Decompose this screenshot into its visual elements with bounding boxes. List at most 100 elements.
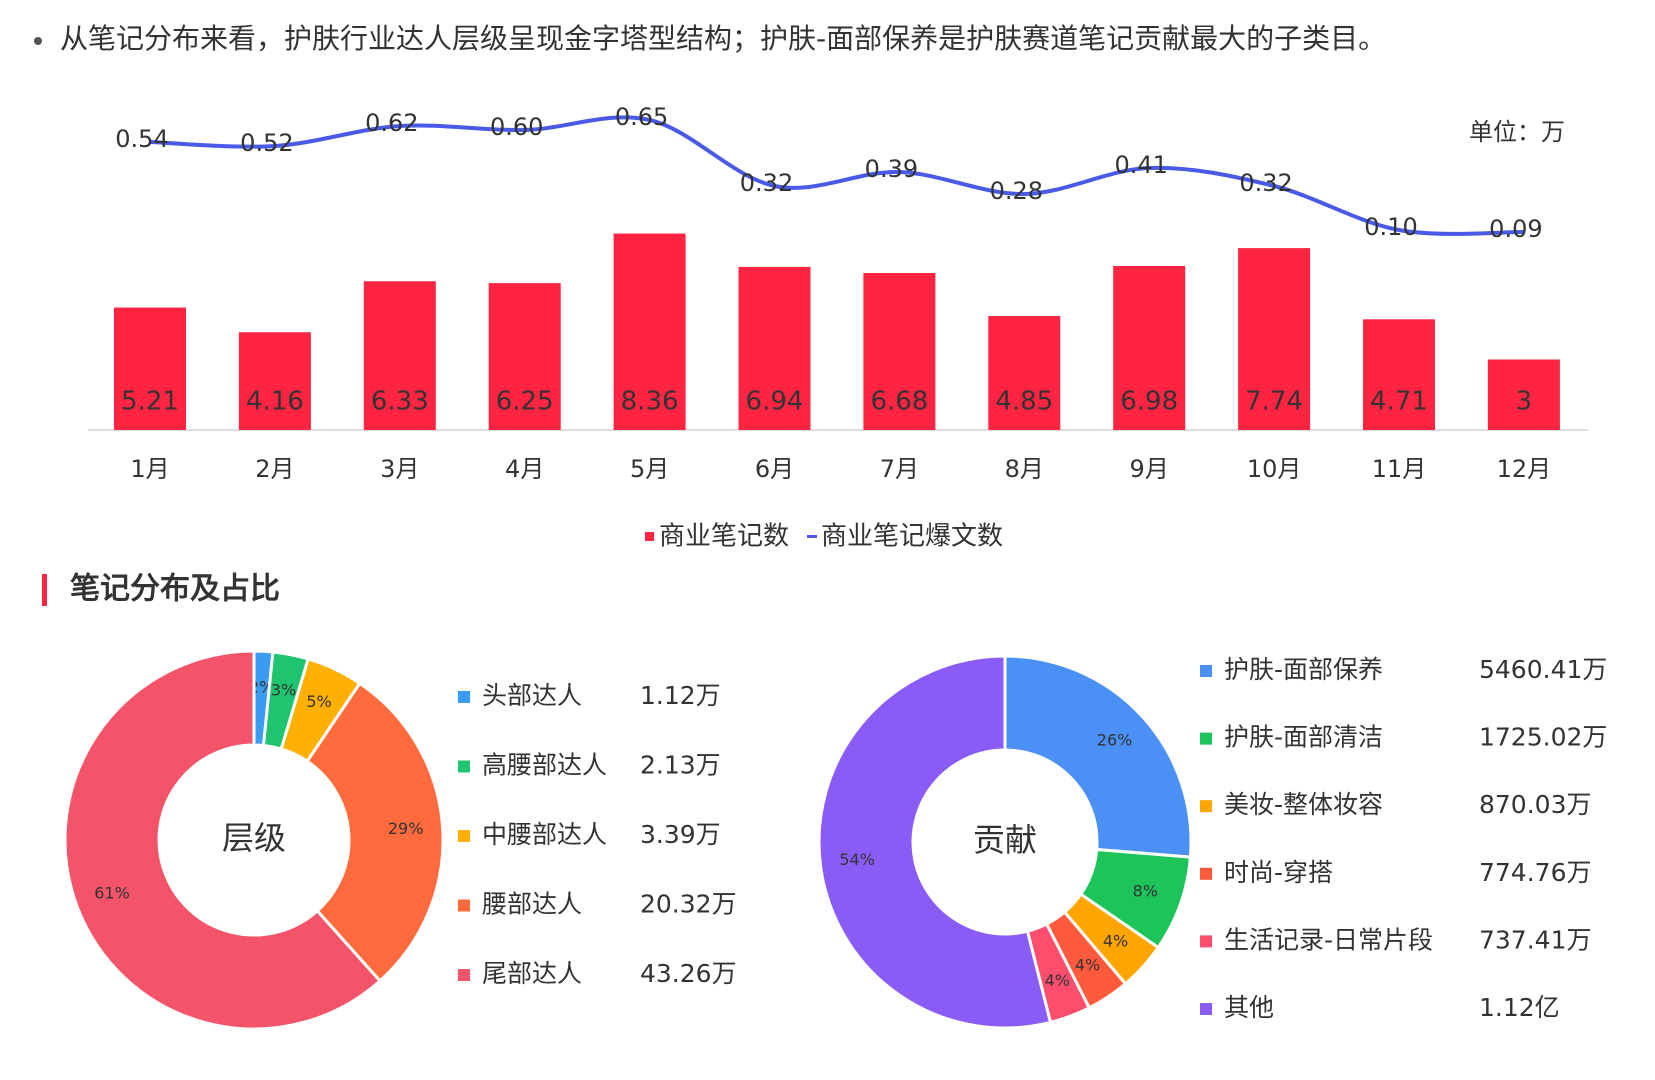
legend-swatch [458,969,470,981]
bar [1487,359,1560,430]
legend-value: 3.39万 [640,820,721,849]
donut-center-label: 层级 [222,819,286,857]
slice-percent-label: 61% [94,884,130,903]
line-value-label: 0.62 [365,109,418,137]
slice-percent-label: 5% [306,692,331,711]
legend-label: 高腰部达人 [482,751,607,780]
bar [114,307,186,430]
bar-value-label: 4.85 [995,387,1053,417]
x-tick-label: 12月 [1497,455,1552,483]
section-bar [42,574,47,606]
slice-percent-label: 3% [271,680,296,699]
legend-label: 商业笔记爆文数 [821,522,1003,552]
bullet-dot [34,37,42,45]
slice-percent-label: 54% [839,850,875,869]
line [149,115,1524,236]
slice-percent-label: 4% [1075,956,1100,975]
bar-value-label: 8.36 [621,387,679,417]
legend-swatch [1200,732,1212,745]
legend-swatch [458,691,470,703]
line-value-label: 0.09 [1489,215,1542,243]
bar-value-label: 6.98 [1120,387,1178,417]
bar [488,283,561,430]
slice-percent-label: 29% [388,819,424,838]
legend-value: 1.12万 [640,681,721,710]
legend-label: 商业笔记数 [659,522,789,552]
bar-value-label: 3 [1516,387,1533,417]
slice-percent-label: 26% [1097,731,1133,750]
bar-value-label: 6.94 [746,387,804,417]
bar-value-label: 6.33 [371,387,429,417]
legend-value: 737.41万 [1479,925,1591,954]
line-value-label: 0.32 [1239,169,1292,197]
legend-swatch [1200,1003,1212,1015]
bar [863,273,936,430]
legend-label: 生活记录-日常片段 [1224,925,1433,954]
legend-swatch [1200,935,1212,948]
bar [1238,248,1311,430]
bar-value-label: 4.71 [1370,387,1428,417]
bar [1113,265,1186,430]
legend-value: 774.76万 [1479,858,1591,887]
bullet-text: 从笔记分布来看，护肤行业达人层级呈现金字塔型结构；护肤-面部保养是护肤赛道笔记贡… [60,22,1386,55]
legend-label: 中腰部达人 [482,820,607,849]
legend-swatch [1200,800,1212,813]
legend-label: 头部达人 [482,681,582,710]
legend-swatch [1200,867,1212,880]
bar [363,281,436,430]
x-tick-label: 2月 [255,455,294,483]
bar-value-label: 6.68 [870,387,928,417]
line-value-label: 0.41 [1114,151,1167,179]
section-title: 笔记分布及占比 [70,572,280,607]
slice-percent-label: 4% [1103,931,1128,950]
bar [613,233,686,430]
legend-value: 2.13万 [640,751,721,780]
legend-label: 腰部达人 [482,890,582,919]
x-tick-label: 10月 [1247,455,1302,483]
legend-swatch [458,830,470,842]
bar-value-label: 4.16 [246,387,304,417]
legend-label: 美妆-整体妆容 [1224,790,1383,819]
legend-label: 时尚-穿搭 [1224,858,1333,887]
donut-slice [63,649,383,1031]
x-tick-label: 6月 [755,455,794,483]
legend-value: 870.03万 [1479,790,1591,819]
line-value-label: 0.10 [1364,213,1417,241]
bar [738,266,811,430]
x-tick-label: 5月 [630,455,669,483]
legend-label: 护肤-面部保养 [1224,655,1383,684]
x-tick-label: 11月 [1372,455,1427,483]
bar [988,316,1061,430]
bar-value-label: 6.25 [496,387,554,417]
donut-slice [817,654,1053,1030]
legend-label: 其他 [1224,993,1274,1022]
x-tick-label: 1月 [130,455,169,483]
donut-slice [305,681,445,984]
bar [238,332,311,430]
line-value-label: 0.39 [865,155,918,183]
legend-label: 护肤-面部清洁 [1224,723,1383,752]
legend-label: 尾部达人 [482,959,582,988]
bar-value-label: 7.74 [1245,387,1303,417]
x-tick-label: 3月 [380,455,419,483]
line-value-label: 0.28 [990,177,1043,205]
x-tick-label: 7月 [880,455,919,483]
legend-swatch [807,535,818,538]
legend-value: 1.12亿 [1479,993,1560,1022]
x-tick-label: 4月 [505,455,544,483]
donut-slice [1003,654,1193,859]
bar-value-label: 5.21 [121,387,179,417]
slice-percent-label: 4% [1045,971,1070,990]
legend-value: 5460.41万 [1479,655,1607,684]
bar [1363,319,1435,430]
legend-swatch [645,532,654,541]
legend-swatch [458,760,470,773]
legend-value: 1725.02万 [1479,723,1607,752]
donut-center-label: 贡献 [973,821,1037,859]
line-value-label: 0.65 [615,103,668,131]
line-value-label: 0.52 [240,129,293,157]
unit-label: 单位：万 [1469,118,1565,146]
slice-percent-label: 8% [1133,881,1158,900]
line-value-label: 0.60 [490,113,543,141]
